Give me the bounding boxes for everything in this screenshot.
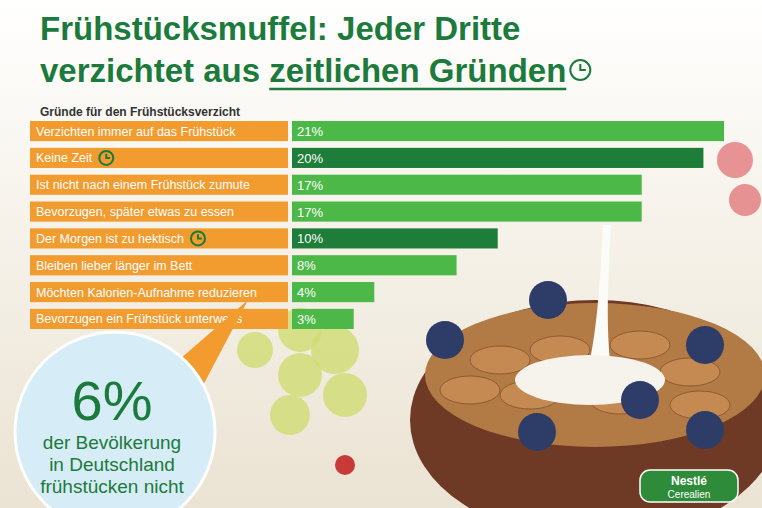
title: Frühstücksmuffel: Jeder Dritte [40,10,520,47]
logo-badge [640,470,738,502]
bar [292,309,354,329]
label-box [30,175,288,195]
bar [292,121,724,141]
callout: 6%der Bevölkerungin Deutschlandfrühstück… [15,300,248,508]
clock-icon [99,151,113,165]
data-label: 4% [297,285,316,300]
logo: NestléCerealien [640,470,738,502]
decoration [237,142,762,508]
title-part: verzichtet aus [40,52,269,89]
blueberry [686,326,724,364]
clock-hands [106,154,110,158]
clock-face [570,60,590,80]
callout-text: der Bevölkerung [43,432,181,453]
category-label: Möchten Kalorien-Aufnahme reduzieren [36,286,257,300]
category-label: Keine Zeit [36,151,93,165]
grape [270,395,310,435]
callout-text: frühstücken nicht [40,476,184,497]
berry [335,455,355,475]
data-label: 17% [297,178,323,193]
callout-circle [15,332,215,508]
berry [717,142,753,178]
blueberry [529,281,567,319]
category-label: Der Morgen ist zu hektisch [36,232,184,246]
data-labels: 21% 20% 17% 17% 10% 8% 4% 3% [297,124,323,327]
clock-hands [580,64,586,70]
milk [590,225,611,362]
grape [323,373,367,417]
title: verzichtet aus zeitlichen Gründen [40,52,566,89]
blueberry [426,321,464,359]
category-label: Bevorzugen ein Frühstück unterwegs [36,312,242,326]
title-group: Frühstücksmuffel: Jeder Dritte verzichtet… [40,10,590,89]
label-box [30,148,288,168]
data-label: 10% [297,231,323,246]
chart: Frühstücksmuffel: Jeder Dritte verzichtet… [0,0,762,508]
title-underline [269,88,566,91]
category-label: Ist nicht nach einem Frühstück zumute [36,178,250,192]
category-labels: Verzichten immer auf das Frühstück Keine … [30,121,288,329]
bar [292,148,703,168]
logo-text: Nestlé [671,474,707,488]
data-label: 20% [297,151,323,166]
blueberry [518,413,556,451]
clock-face [99,151,113,165]
blueberry [621,381,659,419]
label-box [30,255,288,275]
blueberry [686,411,724,449]
clock-icon [570,60,590,80]
bowl [410,300,762,508]
flake [440,376,500,404]
data-label: 3% [297,312,316,327]
flake [470,346,530,374]
category-label: Verzichten immer auf das Frühstück [36,125,236,139]
data-label: 21% [297,124,323,139]
clock-icon [191,231,205,245]
label-box [30,228,288,248]
bar [292,202,642,222]
data-label: 17% [297,205,323,220]
bar [292,228,498,248]
bars [292,121,724,329]
label-box [30,309,288,329]
grape [278,353,322,397]
logo-text: Cerealien [668,489,711,500]
label-box [30,282,288,302]
category-label: Bleiben lieber länger im Bett [36,259,193,273]
bar [292,175,642,195]
title-part: zeitlichen Gründen [269,52,566,89]
data-label: 8% [297,258,316,273]
flake [610,331,670,359]
clock-face [191,231,205,245]
category-label: Bevorzugen, später etwas zu essen [36,205,234,219]
callout-text: in Deutschland [49,454,175,475]
subtitle: Gründe für den Frühstücksverzicht [40,105,240,119]
label-box [30,202,288,222]
callout-value: 6% [72,369,153,432]
label-box [30,121,288,141]
bar [292,282,374,302]
bar [292,255,457,275]
grape [237,332,273,368]
berry [729,184,761,216]
clock-hands [198,234,202,238]
